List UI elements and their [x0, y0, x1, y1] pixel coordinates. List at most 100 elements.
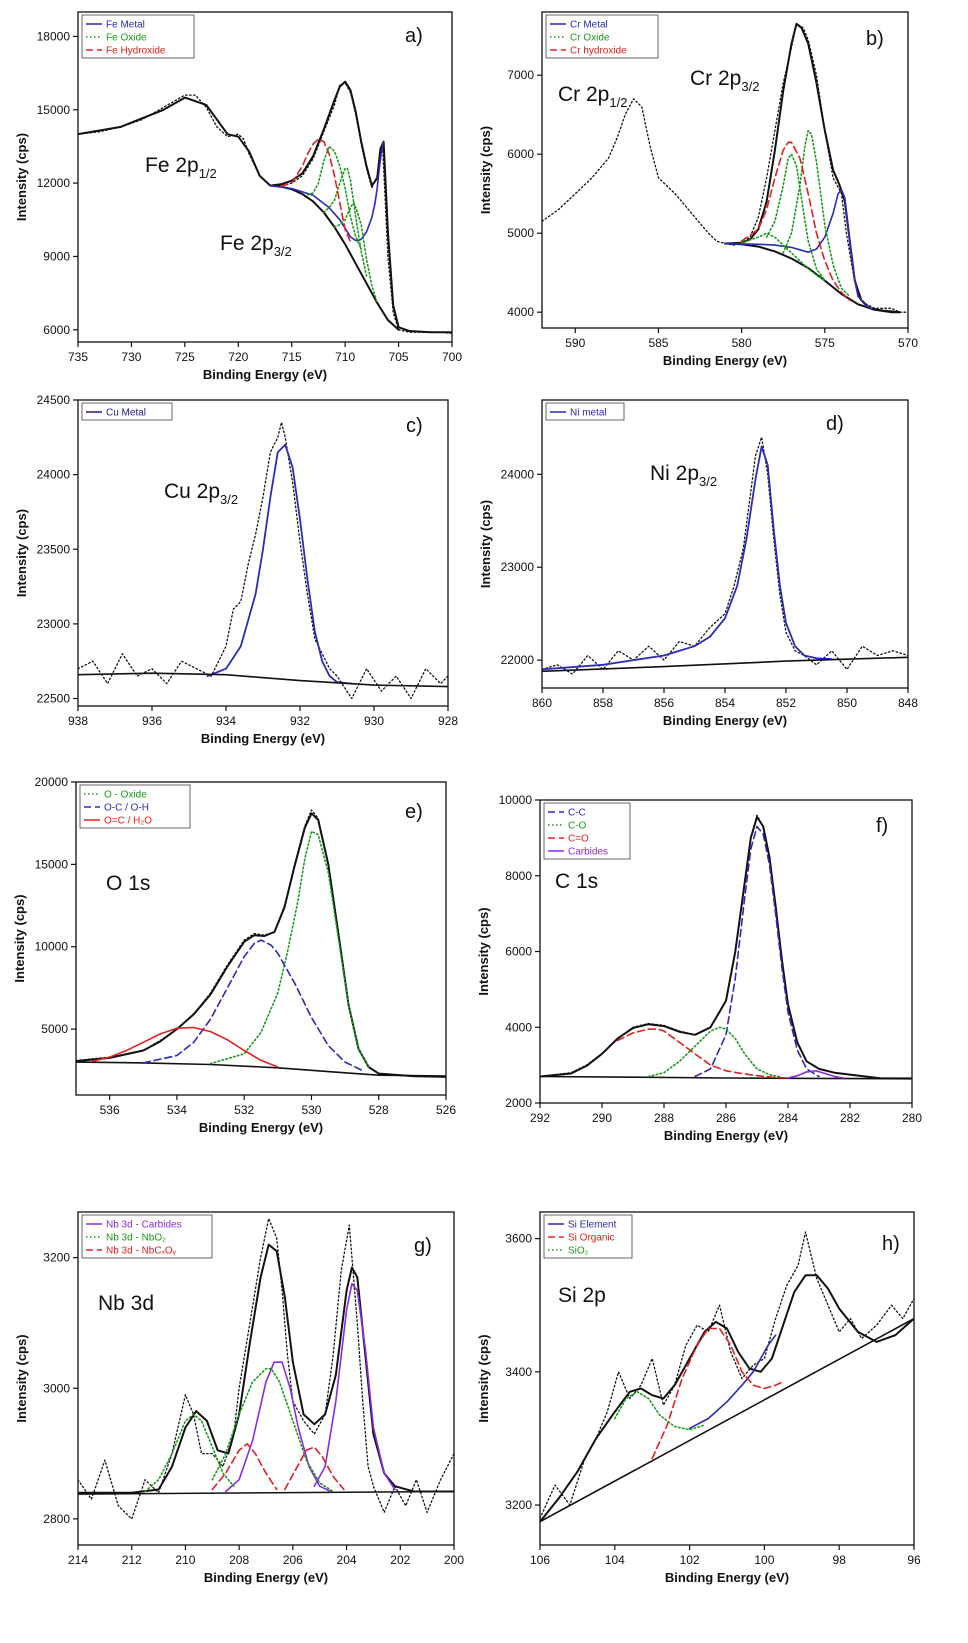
panel-letter: b)	[866, 28, 884, 50]
y-tick-label: 24000	[501, 467, 535, 481]
legend-entry: Cu Metal	[106, 408, 146, 419]
x-tick-label: 858	[593, 696, 613, 710]
peak-label: Si 2p	[558, 1284, 606, 1307]
x-tick-label: 98	[833, 1553, 847, 1567]
legend-entry: SiO₂	[568, 1246, 589, 1257]
y-axis-title: Intensity (cps)	[476, 1334, 491, 1422]
series-group	[78, 421, 448, 700]
panel-letter: g)	[414, 1235, 432, 1257]
series-metal	[269, 140, 385, 242]
legend-box	[545, 402, 625, 421]
panel-letter: f)	[876, 815, 888, 837]
x-tick-label: 210	[175, 1553, 195, 1567]
x-tick-label: 860	[532, 696, 552, 710]
series-group	[78, 80, 452, 335]
peak-label: Cr 2p3/2	[690, 67, 759, 94]
legend: Ni metal	[545, 402, 625, 421]
y-tick-label: 3000	[43, 1381, 70, 1395]
legend-entry: Nb 3d - NbO₂	[106, 1233, 166, 1244]
x-tick-label: 204	[337, 1553, 357, 1567]
legend: O - Oxide O-C / O-H O=C / H₂O	[79, 784, 191, 829]
x-axis-title: Binding Energy (eV)	[665, 1570, 789, 1585]
x-tick-label: 530	[301, 1103, 321, 1117]
peak-label-main: O 1s	[106, 872, 150, 895]
x-tick-label: 720	[228, 350, 248, 364]
x-tick-label: 710	[335, 350, 355, 364]
series-group	[542, 436, 908, 675]
panel-letter: c)	[406, 415, 423, 437]
x-tick-label: 526	[436, 1103, 456, 1117]
legend: Cu Metal	[81, 402, 173, 421]
y-tick-label: 2800	[43, 1512, 70, 1526]
y-tick-label: 7000	[507, 68, 534, 82]
series-raw	[78, 1217, 454, 1520]
series-co-double	[616, 1028, 789, 1079]
x-tick-label: 725	[175, 350, 195, 364]
y-tick-label: 15000	[37, 103, 71, 117]
y-tick-label: 22000	[501, 653, 535, 667]
y-tick-label: 5000	[507, 226, 534, 240]
x-tick-label: 532	[234, 1103, 254, 1117]
legend-entry: Cr hydroxide	[570, 46, 627, 57]
peak-label-main: Si 2p	[558, 1284, 606, 1307]
panel-letter: h)	[882, 1233, 900, 1255]
panel-g: 214 212 210 208 206 204 202 200 2800 3000 3200 Bind…	[14, 1211, 464, 1585]
series-cc	[694, 825, 820, 1078]
x-tick-label: 284	[778, 1111, 798, 1125]
peak-label: O 1s	[106, 872, 150, 895]
legend-entry: Si Organic	[568, 1233, 615, 1244]
series-group	[76, 809, 446, 1078]
peak-label-main: Cr 2p	[558, 83, 609, 106]
series-co	[647, 1026, 783, 1079]
x-tick-label: 705	[389, 350, 409, 364]
x-tick-label: 208	[229, 1553, 249, 1567]
series-fit	[206, 443, 353, 685]
x-tick-label: 570	[898, 336, 918, 350]
y-axis-title: Intensity (cps)	[478, 126, 493, 214]
peak-label-sub: 1/2	[199, 166, 217, 181]
y-tick-label: 24500	[37, 393, 71, 407]
y-tick-label: 24000	[37, 468, 71, 482]
x-tick-label: 282	[840, 1111, 860, 1125]
peak-label-main: Nb 3d	[98, 1292, 154, 1315]
legend: Cr Metal Cr Oxide Cr hydroxide	[545, 14, 659, 59]
x-tick-label: 575	[815, 336, 835, 350]
panel-f: 292 290 288 286 284 282 280 2000 4000 6000 8000 100…	[476, 793, 922, 1143]
panel-d: 860 858 856 854 852 850 848 22000 23000 24000 Bind…	[478, 399, 918, 728]
y-tick-label: 5000	[41, 1022, 68, 1036]
legend-entry: Nb 3d - Carbides	[106, 1220, 182, 1231]
x-tick-label: 106	[530, 1553, 550, 1567]
legend-entry: Nb 3d - NbCₓOᵧ	[106, 1246, 177, 1257]
peak-label: Nb 3d	[98, 1292, 154, 1315]
series-hydroxide	[740, 141, 851, 302]
y-axis-title: Intensity (cps)	[12, 894, 27, 982]
y-tick-label: 12000	[37, 176, 71, 190]
plot-frame	[541, 11, 909, 329]
panel-b: 590 585 580 575 570 4000 5000 6000 7000 Binding E…	[478, 11, 918, 368]
series-raw	[540, 1231, 914, 1520]
x-tick-label: 850	[837, 696, 857, 710]
legend-entry: Fe Oxide	[106, 33, 147, 44]
y-tick-label: 4000	[505, 1020, 532, 1034]
peak-label-main: Ni 2p	[650, 462, 699, 485]
panel-e: 536 534 532 530 528 526 5000 10000 15000 20000 Bin…	[12, 775, 456, 1135]
series-background	[78, 672, 448, 688]
x-tick-label: 212	[122, 1553, 142, 1567]
plot-frame	[77, 399, 449, 707]
series-oxide-1	[306, 145, 363, 250]
legend: C-C C-O C=O Carbides	[543, 802, 631, 860]
legend-entry: O-C / O-H	[104, 803, 149, 814]
series-envelope	[724, 22, 901, 314]
peak-label: Fe 2p1/2	[145, 154, 217, 181]
series-oxide-1	[144, 1413, 235, 1493]
peak-label-sub: 3/2	[699, 474, 717, 489]
peak-label: Cr 2p1/2	[558, 83, 627, 110]
series-envelope	[540, 1274, 914, 1523]
x-tick-label: 735	[68, 350, 88, 364]
series-envelope	[76, 812, 446, 1078]
legend-entry: Carbides	[568, 847, 608, 858]
x-tick-label: 202	[390, 1553, 410, 1567]
y-tick-label: 23000	[501, 560, 535, 574]
series-background	[542, 656, 908, 673]
plot-frame	[77, 1211, 455, 1546]
